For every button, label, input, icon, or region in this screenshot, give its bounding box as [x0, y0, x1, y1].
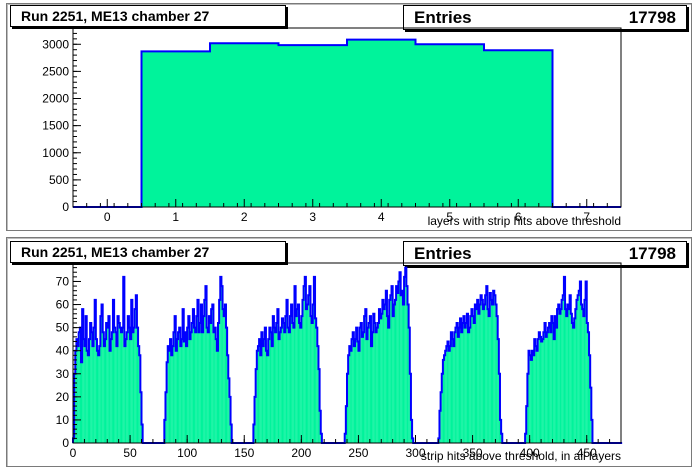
layers-ytick-label-3: 1500: [42, 119, 69, 133]
layers-xaxis-title: layers with strip hits above threshold: [428, 214, 621, 228]
layers-xtick-label-4: 4: [378, 210, 385, 224]
plot-pad-bottom: [6, 237, 692, 467]
layers-ytick-label-1: 500: [49, 173, 69, 187]
stats-entries-label-top: Entries: [414, 7, 472, 27]
layers-xtick-label-2: 2: [241, 210, 248, 224]
stats-box-bottom: Entries 17798: [403, 241, 687, 266]
layers-bar-4: [347, 39, 416, 207]
layers-xtick-label-0: 0: [104, 210, 111, 224]
layers-ytick-label-6: 3000: [42, 37, 69, 51]
layers-bar-1: [141, 51, 210, 207]
layers-xtick-label-5: 5: [446, 210, 453, 224]
stats-box-top: Entries 17798: [403, 5, 687, 30]
layers-ytick-label-5: 2500: [42, 64, 69, 78]
layers-bar-2: [210, 43, 279, 207]
layers-bar-3: [278, 45, 347, 207]
histogram-title-bottom: Run 2251, ME13 chamber 27: [10, 241, 286, 263]
layers-xtick-label-3: 3: [309, 210, 316, 224]
layers-outline: [73, 38, 621, 208]
layers-bar-5: [415, 44, 484, 207]
histogram-title-top: Run 2251, ME13 chamber 27: [10, 5, 286, 27]
layers-xtick-label-1: 1: [172, 210, 179, 224]
layers-ytick-label-0: 0: [62, 200, 69, 214]
layers-bar-6: [484, 50, 553, 207]
layers-xtick-label-6: 6: [515, 210, 522, 224]
layers-ytick-label-2: 1000: [42, 146, 69, 160]
stats-entries-value-bottom: 17798: [628, 243, 676, 263]
layers-ytick-label-4: 2000: [42, 92, 69, 106]
layers-xtick-label-7: 7: [583, 210, 590, 224]
stats-entries-label-bottom: Entries: [414, 243, 472, 263]
stats-entries-value-top: 17798: [628, 7, 676, 27]
